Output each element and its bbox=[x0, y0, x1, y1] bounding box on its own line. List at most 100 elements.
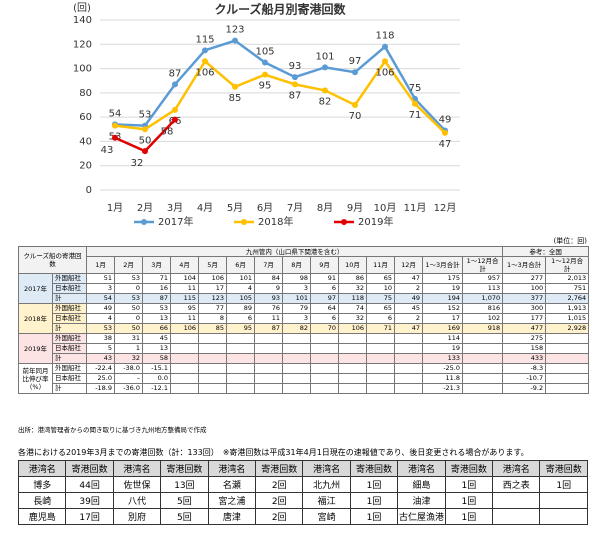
cell: 169 bbox=[422, 323, 464, 334]
y-tick-label: 80 bbox=[79, 88, 92, 99]
cell: 10 bbox=[366, 283, 396, 294]
cell bbox=[310, 383, 340, 394]
cell: 98 bbox=[282, 273, 312, 284]
cell: 87 bbox=[142, 293, 172, 304]
port-count: 17回 bbox=[65, 508, 114, 525]
point bbox=[382, 58, 388, 65]
month-header: 5月 bbox=[198, 256, 228, 274]
x-tick-label: 11月 bbox=[404, 202, 427, 214]
data-label: 50 bbox=[139, 135, 152, 146]
data-label: 97 bbox=[349, 56, 362, 67]
cell bbox=[198, 383, 228, 394]
header-port: 港湾名 bbox=[112, 460, 162, 477]
cell: 123 bbox=[198, 293, 228, 304]
port-name: 西之表 bbox=[492, 476, 541, 493]
port-name: 博多 bbox=[17, 476, 67, 493]
cell: 53 bbox=[114, 293, 144, 304]
port-count: 1回 bbox=[444, 508, 494, 525]
cell: 918 bbox=[462, 323, 504, 334]
cell: 58 bbox=[142, 353, 172, 364]
ports-row: 博多 44回 佐世保 13回 名瀬 2回 北九州 1回 細島 1回 西之表 1回 bbox=[17, 476, 588, 493]
cell: 76 bbox=[254, 303, 284, 314]
cell bbox=[462, 363, 504, 374]
cell: 3 bbox=[282, 283, 312, 294]
cell: 31 bbox=[114, 333, 144, 344]
group-label: 2017年 bbox=[18, 273, 53, 304]
cell bbox=[282, 353, 312, 364]
data-label: 123 bbox=[225, 25, 244, 36]
cell bbox=[338, 343, 368, 354]
cell: -21.3 bbox=[422, 383, 464, 394]
port-name: 古仁屋漁港 bbox=[397, 508, 446, 525]
data-row: 計 43 32 58 133 433 bbox=[19, 353, 590, 364]
port-name: 油津 bbox=[397, 492, 446, 509]
cell bbox=[254, 383, 284, 394]
legend-label: 2018年 bbox=[258, 215, 293, 228]
cell bbox=[170, 333, 200, 344]
header-port: 港湾名 bbox=[207, 460, 257, 477]
header-port: 港湾名 bbox=[492, 460, 541, 477]
cell: -38.0 bbox=[114, 363, 144, 374]
header-row: クルーズ船の寄港回数 九州管内（山口県下関港を含む） 参考：全国 bbox=[17, 246, 590, 274]
data-label: 115 bbox=[195, 34, 214, 45]
cell: 93 bbox=[254, 293, 284, 304]
data-label: 54 bbox=[109, 108, 122, 119]
ports-header: 港湾名 寄港回数 港湾名 寄港回数 港湾名 寄港回数 港湾名 寄港回数 港湾名 寄港回数 港湾名 寄港… bbox=[17, 460, 588, 477]
row-label: 計 bbox=[51, 383, 88, 394]
cell bbox=[462, 353, 504, 364]
port-count: 1回 bbox=[349, 492, 399, 509]
point bbox=[322, 87, 328, 94]
region: 九州管内（山口県下関港を含む） bbox=[86, 246, 504, 257]
port-count: 1回 bbox=[349, 476, 399, 493]
legend-label: 2017年 bbox=[158, 215, 193, 228]
cell: -8.3 bbox=[502, 363, 547, 374]
cell: 113 bbox=[462, 283, 504, 294]
cell bbox=[198, 343, 228, 354]
cell bbox=[366, 383, 396, 394]
point bbox=[112, 134, 118, 141]
data-label: 93 bbox=[289, 61, 302, 72]
cell: 82 bbox=[282, 323, 312, 334]
data-label: 85 bbox=[229, 93, 242, 104]
data-label: 47 bbox=[439, 139, 452, 150]
cell: 13 bbox=[142, 343, 172, 354]
row-label: 日本船社 bbox=[51, 343, 88, 354]
cell: 1,015 bbox=[545, 313, 590, 324]
cell bbox=[198, 333, 228, 344]
port-name: 宮之浦 bbox=[207, 492, 257, 509]
y-tick-label: 40 bbox=[79, 136, 92, 147]
month-header: 10月 bbox=[338, 256, 368, 274]
cell: 194 bbox=[422, 293, 464, 304]
data-row: 計 54 53 87 115 123 105 93 101 97 118 75 49 194 1,070 37… bbox=[19, 293, 590, 304]
group-label: 2019年 bbox=[18, 333, 53, 364]
month-header: 8月 bbox=[282, 256, 312, 274]
cell: 433 bbox=[502, 353, 547, 364]
cell bbox=[282, 383, 312, 394]
x-tick-label: 3月 bbox=[167, 202, 183, 214]
port-name bbox=[492, 508, 541, 525]
x-tick-label: 10月 bbox=[374, 202, 397, 214]
header-count: 寄港回数 bbox=[444, 460, 494, 477]
legend-dot bbox=[241, 219, 247, 225]
cell: 105 bbox=[226, 293, 256, 304]
cell: 11.8 bbox=[422, 373, 464, 384]
cell: 50 bbox=[114, 303, 144, 314]
cell: 6 bbox=[226, 313, 256, 324]
cell bbox=[366, 373, 396, 384]
x-tick-label: 8月 bbox=[317, 202, 333, 214]
cell: 0.0 bbox=[142, 373, 172, 384]
cell bbox=[545, 363, 590, 374]
cell: 53 bbox=[142, 303, 172, 314]
cell: 102 bbox=[462, 313, 504, 324]
port-count: 2回 bbox=[255, 476, 304, 493]
port-count: 13回 bbox=[160, 476, 209, 493]
cell: 65 bbox=[366, 273, 396, 284]
month-header: 12月 bbox=[394, 256, 424, 274]
cell bbox=[366, 343, 396, 354]
row-label: 日本船社 bbox=[51, 283, 88, 294]
cell bbox=[282, 333, 312, 344]
cell: 25.0 bbox=[86, 373, 116, 384]
month-header: 2月 bbox=[114, 256, 144, 274]
cell: 97 bbox=[310, 293, 340, 304]
